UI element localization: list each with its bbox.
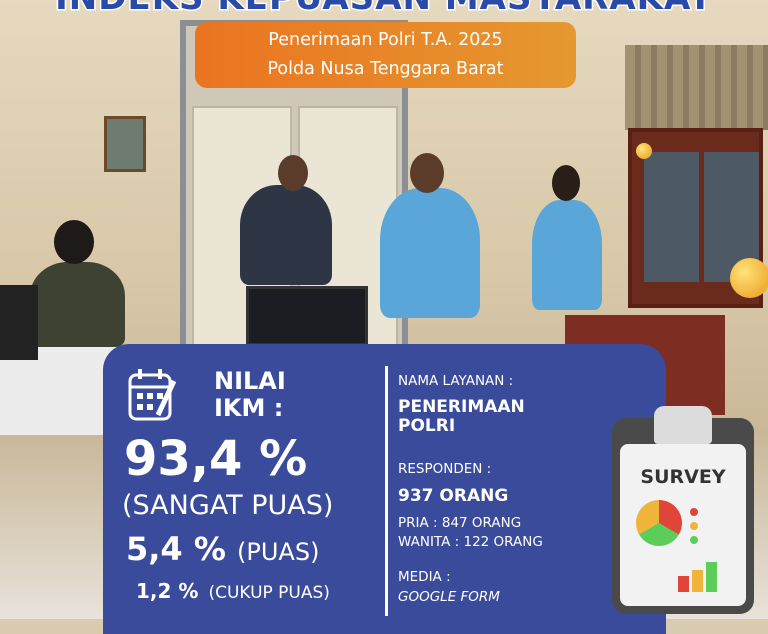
page-title: INDEKS KEPUASAN MASYARAKAT bbox=[0, 0, 768, 20]
survey-label: SURVEY bbox=[640, 466, 726, 488]
wall-picture bbox=[104, 116, 146, 172]
officer-person bbox=[240, 185, 332, 285]
legend-dot bbox=[690, 536, 698, 544]
male-count: PRIA : 847 ORANG bbox=[398, 515, 522, 531]
subtitle-line-2: Polda Nusa Tenggara Barat bbox=[267, 59, 504, 79]
calendar-icon bbox=[128, 369, 176, 421]
female-count: WANITA : 122 ORANG bbox=[398, 534, 543, 550]
monitor bbox=[246, 286, 368, 346]
cukup-puas-row: 1,2 % (CUKUP PUAS) bbox=[136, 579, 330, 603]
service-name-line-1: PENERIMAAN bbox=[398, 397, 525, 417]
curtain bbox=[625, 45, 768, 130]
pie-chart-icon bbox=[636, 500, 682, 546]
service-name: PENERIMAAN POLRI bbox=[398, 398, 525, 436]
person-head bbox=[278, 155, 308, 191]
subtitle-banner: Penerimaan Polri T.A. 2025 Polda Nusa Te… bbox=[195, 22, 576, 88]
subtitle-line-1: Penerimaan Polri T.A. 2025 bbox=[268, 30, 503, 50]
applicant-person bbox=[30, 262, 125, 347]
legend-dot bbox=[690, 522, 698, 530]
bar-icon bbox=[706, 562, 717, 592]
ikm-value: 93,4 % bbox=[124, 431, 308, 487]
clipboard-clip bbox=[654, 406, 712, 444]
officer-person bbox=[380, 188, 480, 318]
cukup-puas-label: (CUKUP PUAS) bbox=[208, 583, 330, 603]
results-panel bbox=[103, 344, 666, 634]
media-value: GOOGLE FORM bbox=[398, 589, 500, 605]
service-label: NAMA LAYANAN : bbox=[398, 373, 514, 389]
respondents-value: 937 ORANG bbox=[398, 486, 509, 506]
puas-value: 5,4 % bbox=[126, 530, 226, 568]
person-head bbox=[54, 220, 94, 264]
respondents-label: RESPONDEN : bbox=[398, 461, 492, 477]
media-label: MEDIA : bbox=[398, 569, 451, 585]
officer-person bbox=[532, 200, 602, 310]
ikm-label-line-2: IKM : bbox=[214, 394, 284, 422]
bar-icon bbox=[678, 576, 689, 592]
monitor bbox=[0, 285, 38, 360]
ikm-category: (SANGAT PUAS) bbox=[122, 490, 334, 521]
divider bbox=[385, 366, 388, 616]
ikm-label: NILAI IKM : bbox=[214, 368, 286, 422]
cukup-puas-value: 1,2 % bbox=[136, 579, 199, 603]
person-head bbox=[410, 153, 444, 193]
person-head bbox=[552, 165, 580, 201]
puas-row: 5,4 % (PUAS) bbox=[126, 530, 319, 568]
survey-clipboard-icon: SURVEY bbox=[612, 406, 754, 614]
legend-dot bbox=[690, 508, 698, 516]
ikm-label-line-1: NILAI bbox=[214, 367, 286, 395]
confetti bbox=[636, 143, 652, 159]
bar-icon bbox=[692, 570, 703, 592]
service-name-line-2: POLRI bbox=[398, 416, 456, 436]
puas-label: (PUAS) bbox=[237, 538, 320, 566]
confetti bbox=[730, 258, 768, 298]
